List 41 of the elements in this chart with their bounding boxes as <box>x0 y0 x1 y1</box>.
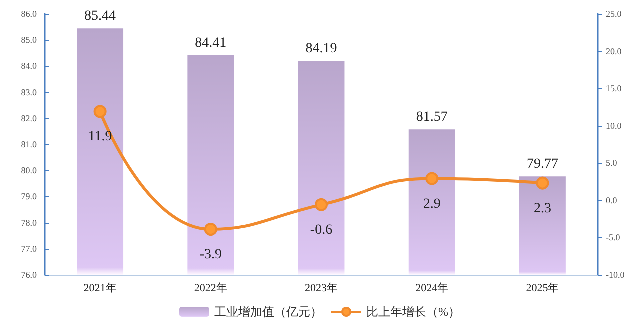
y-tick-label: 85.0 <box>21 35 38 46</box>
point <box>426 172 439 186</box>
data-label: 2.3 <box>534 201 552 216</box>
point <box>315 198 328 212</box>
data-label: 81.57 <box>416 110 448 126</box>
y-tick-label: 81.0 <box>21 140 38 150</box>
legend-label: 比上年增长（%） <box>366 305 460 319</box>
y-tick-label: 86.0 <box>21 9 38 19</box>
data-label: -0.6 <box>310 222 333 238</box>
y-tick-label: 80.0 <box>21 166 38 176</box>
y-tick-label: 76.0 <box>21 270 38 280</box>
y-tick-label: 78.0 <box>21 218 38 228</box>
x-tick-label: 2022年 <box>194 282 228 294</box>
data-label: 11.9 <box>88 130 112 145</box>
data-label: 2.9 <box>423 196 441 212</box>
data-label: -3.9 <box>200 248 222 263</box>
data-label: 84.41 <box>195 36 227 51</box>
y-tick-label: 83.0 <box>21 87 38 98</box>
point <box>204 223 218 236</box>
y-tick-label: 84.0 <box>21 61 38 72</box>
point <box>94 105 107 118</box>
y2-tick-label: -5.0 <box>606 232 621 243</box>
data-label: 79.77 <box>526 157 558 172</box>
y-tick-label: 77.0 <box>21 244 38 254</box>
y-tick-label: 79.0 <box>21 192 38 202</box>
y2-tick-label: 25.0 <box>606 9 622 19</box>
x-tick-label: 2024年 <box>416 282 449 294</box>
y2-tick-label: -10.0 <box>606 270 626 280</box>
y2-tick-label: 10.0 <box>606 120 622 131</box>
y-tick-label: 82.0 <box>21 113 38 124</box>
data-label: 84.19 <box>306 42 338 57</box>
y2-tick-label: 5.0 <box>606 158 618 168</box>
point <box>536 176 550 190</box>
y2-tick-label: 15.0 <box>606 84 622 94</box>
y2-tick-label: 20.0 <box>606 46 622 56</box>
legend-label: 工业增加值（亿元） <box>214 305 322 319</box>
x-tick-label: 2023年 <box>305 282 338 294</box>
y2-tick-label: 0.0 <box>606 195 618 206</box>
data-label: 85.44 <box>84 9 116 24</box>
x-tick-label: 2021年 <box>84 282 117 294</box>
x-tick-label: 2025年 <box>526 282 560 294</box>
